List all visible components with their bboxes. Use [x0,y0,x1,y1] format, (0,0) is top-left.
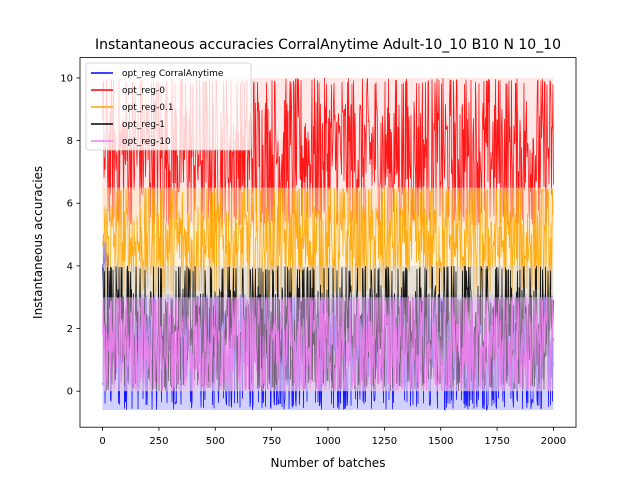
legend-label: opt_reg-1 [122,120,165,130]
series-opt-reg-0-1 [102,186,554,298]
legend-label: opt_reg CorralAnytime [122,69,224,79]
legend-items: opt_reg CorralAnytime opt_reg-0 opt_reg-0.… [91,69,224,147]
chart-title: Instantaneous accuracies CorralAnytime A… [95,37,561,53]
y-tick-label: 6 [67,199,73,210]
series-opt-reg-10 [102,296,554,392]
y-tick-label: 0 [67,387,73,398]
legend-label: opt_reg-0.1 [122,103,174,113]
x-tick-label: 250 [149,436,168,447]
x-tick-label: 1500 [428,436,453,447]
y-tick-label: 10 [60,73,73,84]
legend: opt_reg CorralAnytime opt_reg-0 opt_reg-0.… [85,62,252,151]
y-tick-label: 2 [67,324,73,335]
x-tick-label: 500 [206,436,225,447]
tick-layer: 0 250 500 750 1000 1250 1500 1750 2000 0 2 4 6 8 10 [60,73,566,447]
legend-label: opt_reg-10 [122,137,171,147]
x-tick-label: 750 [262,436,281,447]
series-line [102,240,110,304]
y-tick-label: 4 [67,261,73,272]
y-axis-label: Instantaneous accuracies [31,166,45,319]
series-band [102,297,554,392]
x-tick-label: 0 [99,436,105,447]
x-tick-label: 2000 [541,436,566,447]
x-axis-label: Number of batches [271,456,386,470]
series-line [102,186,554,298]
x-tick-label: 1750 [484,436,509,447]
x-tick-label: 1000 [315,436,340,447]
series-line [102,296,554,392]
y-tick-label: 8 [67,136,73,147]
plot-layer [102,77,554,412]
legend-frame [85,62,252,151]
legend-label: opt_reg-0 [122,86,165,96]
plot-area [102,77,554,412]
x-tick-label: 1250 [372,436,397,447]
